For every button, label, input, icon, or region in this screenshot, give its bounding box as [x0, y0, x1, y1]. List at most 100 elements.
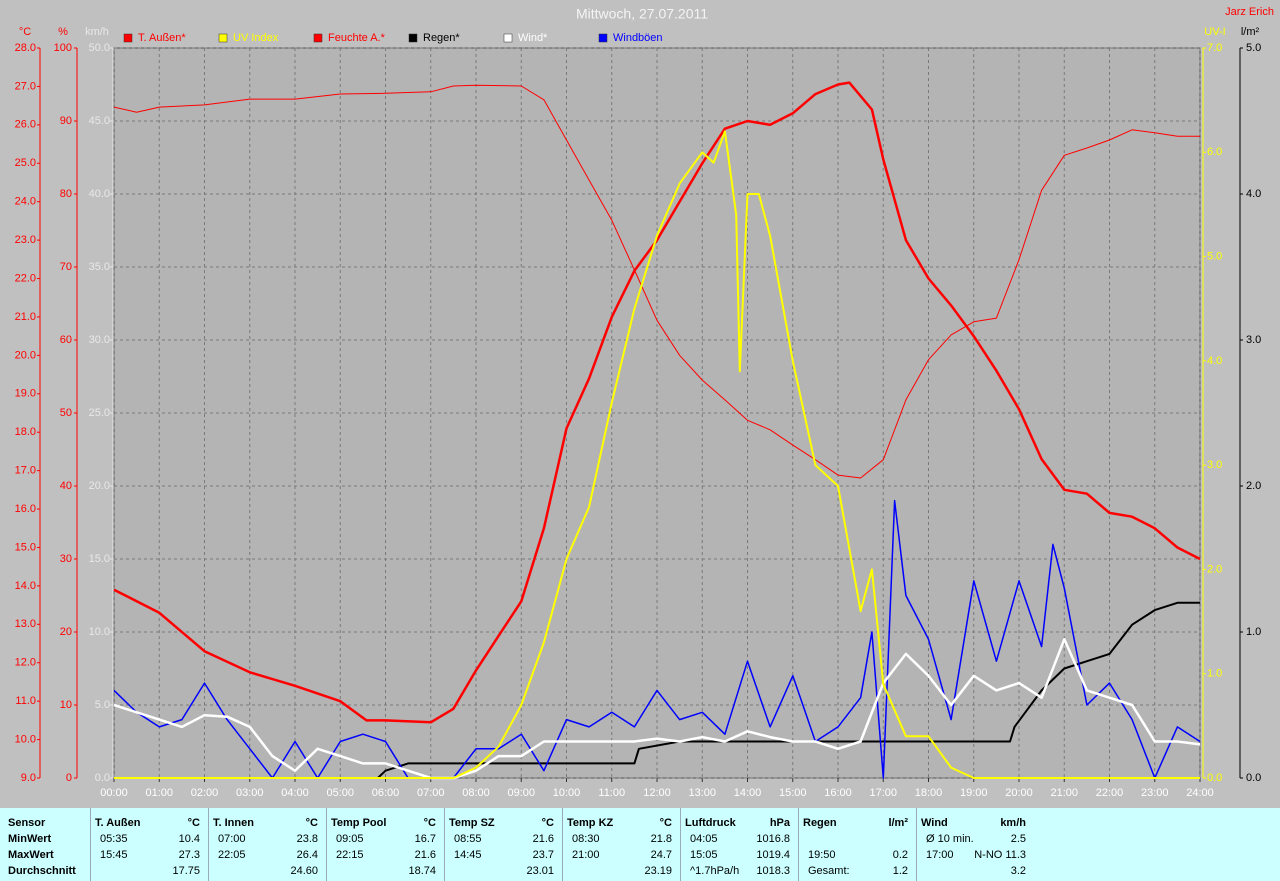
table-cell: Luftdruck	[685, 817, 736, 829]
x-tick-label: 20:00	[1005, 787, 1033, 799]
table-cell: 15:45	[100, 849, 128, 861]
y-tick-label: 23.0	[15, 234, 36, 246]
y-tick-label: 80	[60, 188, 72, 200]
table-cell: 23.19	[644, 865, 672, 877]
x-tick-label: 02:00	[191, 787, 219, 799]
series-line	[113, 84, 1200, 479]
y-tick-label: 9.0	[21, 772, 36, 784]
y-tick-label: 18.0	[15, 426, 36, 438]
y-tick-label: 30.0	[89, 334, 110, 346]
y-tick-label: 10.0	[15, 733, 36, 745]
y-tick-label: 14.0	[15, 580, 36, 592]
table-divider	[90, 808, 91, 881]
legend-swatch	[408, 33, 418, 43]
table-cell: Sensor	[8, 817, 46, 829]
y-tick-label: 7.0	[1207, 42, 1222, 54]
x-tick-label: 19:00	[960, 787, 988, 799]
table-divider	[916, 808, 917, 881]
series-line	[113, 638, 1201, 780]
table-cell: 19:50	[808, 849, 836, 861]
x-tick-label: 24:00	[1186, 787, 1214, 799]
y-tick-label: 2.0	[1207, 563, 1222, 575]
chart: Mittwoch, 27.07.2011 Jarz Erich 00:00 01:…	[15, 6, 1274, 799]
table-cell: °C	[423, 817, 436, 829]
y-tick-label: 24.0	[15, 196, 36, 208]
table-cell: °C	[541, 817, 554, 829]
x-tick-label: 01:00	[145, 787, 173, 799]
y-tick-label: 0.0	[95, 772, 110, 784]
table-cell: 24.7	[650, 849, 672, 861]
y-tick-label: 1.0	[1246, 626, 1261, 638]
table-cell: ^1.7hPa/h	[690, 865, 740, 877]
y-tick-label: 20	[60, 626, 72, 638]
y-tick-label: 19.0	[15, 388, 36, 400]
axis-unit: km/h	[85, 26, 109, 38]
legend-label: UV Index	[233, 32, 279, 44]
table-cell: hPa	[769, 817, 790, 829]
table-divider	[680, 808, 681, 881]
legend-label: Feuchte A.*	[328, 32, 386, 44]
table-cell: T. Innen	[213, 817, 254, 829]
table-cell: MinWert	[8, 833, 52, 845]
chart-title: Mittwoch, 27.07.2011	[576, 6, 708, 22]
x-tick-label: 13:00	[688, 787, 716, 799]
table-cell: 3.2	[1010, 865, 1026, 877]
x-tick-label: 05:00	[326, 787, 354, 799]
y-tick-label: 5.0	[95, 699, 110, 711]
y-tick-label: 10	[60, 699, 72, 711]
y-tick-label: 90	[60, 115, 72, 127]
y-tick-label: 3.0	[1207, 459, 1222, 471]
table-cell: 21.8	[650, 833, 672, 845]
table-divider	[444, 808, 445, 881]
y-tick-label: 26.0	[15, 119, 36, 131]
y-tick-label: 16.0	[15, 503, 36, 515]
x-tick-label: 15:00	[779, 787, 807, 799]
x-tick-label: 14:00	[734, 787, 762, 799]
legend-swatch	[503, 33, 513, 43]
y-tick-label: 15.0	[15, 541, 36, 553]
y-tick-label: 5.0	[1207, 250, 1222, 262]
table-cell: 17.75	[172, 865, 200, 877]
y-tick-label: 1.0	[1207, 668, 1222, 680]
table-cell: Wind	[921, 817, 948, 829]
table-cell: 18.74	[408, 865, 436, 877]
table-cell: 08:30	[572, 833, 600, 845]
table-divider	[562, 808, 563, 881]
y-tick-label: 0.0	[1246, 772, 1261, 784]
table-cell: km/h	[1000, 817, 1026, 829]
y-tick-label: 4.0	[1246, 188, 1261, 200]
x-tick-label: 18:00	[915, 787, 943, 799]
y-tick-label: 27.0	[15, 80, 36, 92]
summary-table: Sensor MinWert MaxWert Durchschnitt T. Außen…	[0, 808, 1280, 881]
table-cell: °C	[659, 817, 672, 829]
y-tick-label: 0.0	[1207, 772, 1222, 784]
y-tick-label: 12.0	[15, 657, 36, 669]
table-cell: Temp KZ	[567, 817, 614, 829]
table-cell: 21:00	[572, 849, 600, 861]
table-cell: 0.2	[892, 849, 908, 861]
table-cell: T. Außen	[95, 817, 141, 829]
y-tick-label: 28.0	[15, 42, 36, 54]
table-cell: 22:05	[218, 849, 246, 861]
table-cell: Durchschnitt	[8, 865, 76, 877]
table-divider	[798, 808, 799, 881]
table-cell: °C	[187, 817, 200, 829]
x-tick-label: 22:00	[1096, 787, 1124, 799]
legend-swatch	[218, 33, 228, 43]
legend-label: Windböen	[613, 32, 663, 44]
table-cell: 21.6	[414, 849, 436, 861]
x-tick-label: 00:00	[100, 787, 128, 799]
y-tick-label: 70	[60, 261, 72, 273]
legend-swatch	[313, 33, 323, 43]
x-tick-label: 06:00	[372, 787, 400, 799]
table-cell: 10.4	[178, 833, 200, 845]
legend-label: Wind*	[518, 32, 548, 44]
axis-unit: l/m²	[1241, 26, 1260, 38]
y-tick-label: 21.0	[15, 311, 36, 323]
table-cell: 1018.3	[756, 865, 790, 877]
table-cell: 17:00	[926, 849, 954, 861]
y-tick-label: 5.0	[1246, 42, 1261, 54]
table-divider	[326, 808, 327, 881]
y-tick-label: 0	[66, 772, 72, 784]
